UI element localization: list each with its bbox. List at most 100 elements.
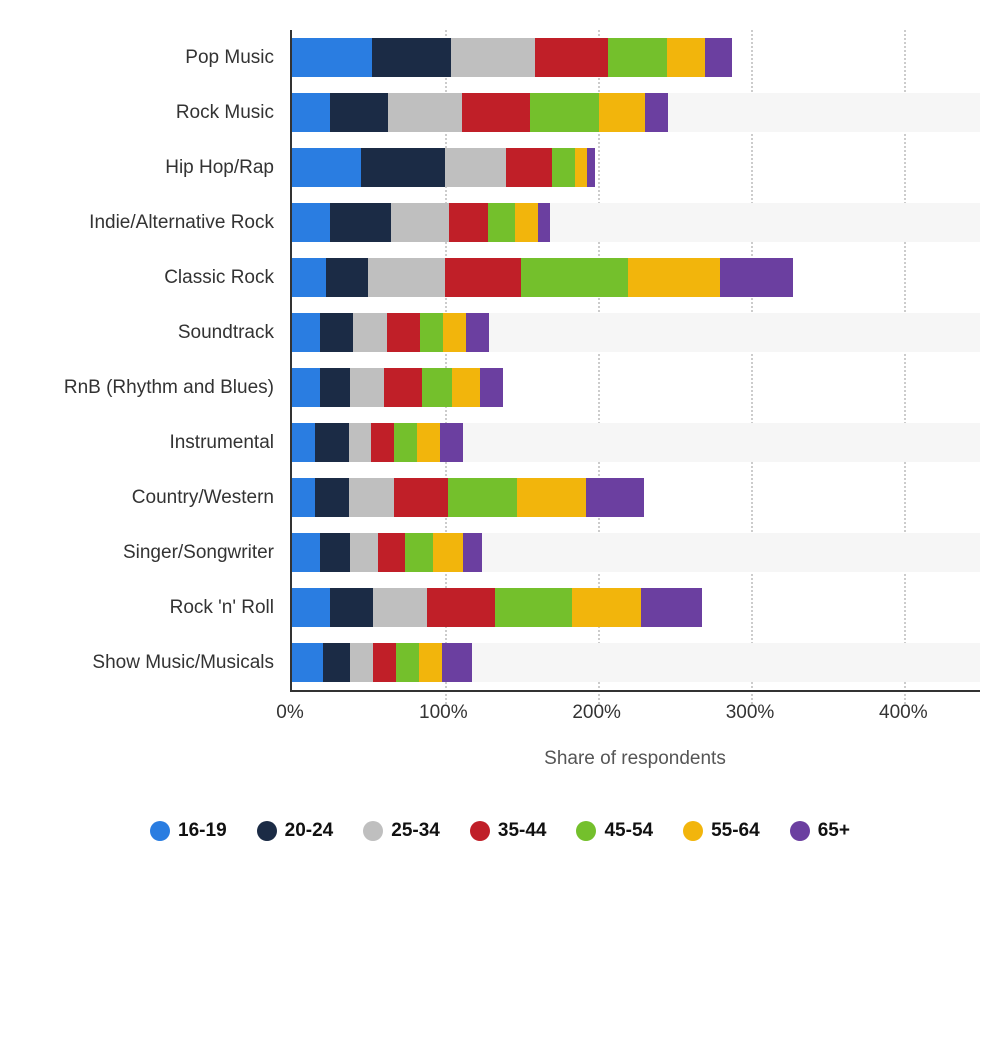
x-axis-tick: 200% bbox=[572, 702, 621, 724]
bar-segment[interactable] bbox=[292, 93, 330, 132]
bar-segment[interactable] bbox=[587, 148, 595, 187]
bar-segment[interactable] bbox=[373, 643, 396, 682]
bar-segment[interactable] bbox=[350, 533, 378, 572]
bar-segment[interactable] bbox=[420, 313, 443, 352]
bar-segment[interactable] bbox=[586, 478, 644, 517]
bar-segment[interactable] bbox=[292, 423, 315, 462]
bar-row bbox=[292, 195, 980, 250]
bar-segment[interactable] bbox=[667, 38, 705, 77]
bar-segment[interactable] bbox=[440, 423, 463, 462]
bar-segment[interactable] bbox=[353, 313, 387, 352]
bar-segment[interactable] bbox=[396, 643, 419, 682]
bar-segment[interactable] bbox=[488, 203, 516, 242]
bar-segment[interactable] bbox=[442, 643, 473, 682]
bar-segment[interactable] bbox=[368, 258, 444, 297]
legend-item[interactable]: 35-44 bbox=[470, 820, 547, 842]
y-axis-label: Indie/Alternative Rock bbox=[20, 195, 290, 250]
bar-segment[interactable] bbox=[720, 258, 793, 297]
bar-stack bbox=[292, 313, 980, 352]
bar-segment[interactable] bbox=[705, 38, 733, 77]
legend-item[interactable]: 65+ bbox=[790, 820, 850, 842]
bar-segment[interactable] bbox=[315, 478, 349, 517]
bar-segment[interactable] bbox=[320, 368, 351, 407]
bar-stack bbox=[292, 258, 980, 297]
bar-segment[interactable] bbox=[427, 588, 496, 627]
bar-segment[interactable] bbox=[433, 533, 464, 572]
bar-segment[interactable] bbox=[330, 93, 388, 132]
music-genre-chart: Pop MusicRock MusicHip Hop/RapIndie/Alte… bbox=[20, 30, 980, 842]
bar-segment[interactable] bbox=[608, 38, 666, 77]
bar-segment[interactable] bbox=[422, 368, 453, 407]
legend-item[interactable]: 55-64 bbox=[683, 820, 760, 842]
bar-segment[interactable] bbox=[466, 313, 489, 352]
bar-segment[interactable] bbox=[417, 423, 440, 462]
bar-segment[interactable] bbox=[387, 313, 421, 352]
legend-item[interactable]: 16-19 bbox=[150, 820, 227, 842]
legend-item[interactable]: 25-34 bbox=[363, 820, 440, 842]
bar-segment[interactable] bbox=[372, 38, 452, 77]
legend-item[interactable]: 20-24 bbox=[257, 820, 334, 842]
bar-segment[interactable] bbox=[515, 203, 538, 242]
bar-segment[interactable] bbox=[361, 148, 445, 187]
bar-segment[interactable] bbox=[641, 588, 702, 627]
bar-segment[interactable] bbox=[320, 313, 354, 352]
bar-segment[interactable] bbox=[394, 478, 448, 517]
bar-segment[interactable] bbox=[463, 533, 481, 572]
bar-segment[interactable] bbox=[292, 478, 315, 517]
bar-segment[interactable] bbox=[292, 313, 320, 352]
bar-segment[interactable] bbox=[292, 203, 330, 242]
bar-segment[interactable] bbox=[394, 423, 417, 462]
bar-segment[interactable] bbox=[292, 38, 372, 77]
bar-segment[interactable] bbox=[535, 38, 608, 77]
bar-segment[interactable] bbox=[530, 93, 599, 132]
bar-segment[interactable] bbox=[521, 258, 628, 297]
bar-segment[interactable] bbox=[320, 533, 351, 572]
bar-segment[interactable] bbox=[449, 203, 487, 242]
bar-segment[interactable] bbox=[326, 258, 369, 297]
bar-segment[interactable] bbox=[451, 38, 535, 77]
bar-segment[interactable] bbox=[384, 368, 422, 407]
bar-segment[interactable] bbox=[350, 643, 373, 682]
bar-segment[interactable] bbox=[552, 148, 575, 187]
bar-segment[interactable] bbox=[371, 423, 394, 462]
bar-segment[interactable] bbox=[292, 148, 361, 187]
legend-label: 20-24 bbox=[285, 820, 334, 842]
bar-segment[interactable] bbox=[292, 533, 320, 572]
bar-segment[interactable] bbox=[330, 588, 373, 627]
x-axis-tick: 100% bbox=[419, 702, 468, 724]
bar-segment[interactable] bbox=[391, 203, 449, 242]
bar-segment[interactable] bbox=[538, 203, 550, 242]
bar-segment[interactable] bbox=[480, 368, 503, 407]
bar-segment[interactable] bbox=[452, 368, 480, 407]
bar-segment[interactable] bbox=[628, 258, 720, 297]
bar-segment[interactable] bbox=[405, 533, 433, 572]
bar-segment[interactable] bbox=[575, 148, 587, 187]
legend-item[interactable]: 45-54 bbox=[576, 820, 653, 842]
bar-segment[interactable] bbox=[445, 148, 506, 187]
bar-segment[interactable] bbox=[378, 533, 406, 572]
bar-segment[interactable] bbox=[323, 643, 351, 682]
bar-segment[interactable] bbox=[419, 643, 442, 682]
bar-segment[interactable] bbox=[330, 203, 391, 242]
bar-segment[interactable] bbox=[292, 588, 330, 627]
bar-segment[interactable] bbox=[349, 423, 372, 462]
bar-segment[interactable] bbox=[373, 588, 427, 627]
bar-segment[interactable] bbox=[443, 313, 466, 352]
bar-segment[interactable] bbox=[445, 258, 521, 297]
bar-segment[interactable] bbox=[506, 148, 552, 187]
bar-row bbox=[292, 525, 980, 580]
bar-segment[interactable] bbox=[292, 368, 320, 407]
bar-segment[interactable] bbox=[292, 643, 323, 682]
bar-segment[interactable] bbox=[448, 478, 517, 517]
bar-segment[interactable] bbox=[495, 588, 571, 627]
bar-segment[interactable] bbox=[462, 93, 531, 132]
bar-segment[interactable] bbox=[349, 478, 395, 517]
bar-segment[interactable] bbox=[292, 258, 326, 297]
bar-segment[interactable] bbox=[350, 368, 384, 407]
bar-segment[interactable] bbox=[388, 93, 461, 132]
bar-segment[interactable] bbox=[517, 478, 586, 517]
bar-segment[interactable] bbox=[645, 93, 668, 132]
bar-segment[interactable] bbox=[599, 93, 645, 132]
bar-segment[interactable] bbox=[315, 423, 349, 462]
bar-segment[interactable] bbox=[572, 588, 641, 627]
